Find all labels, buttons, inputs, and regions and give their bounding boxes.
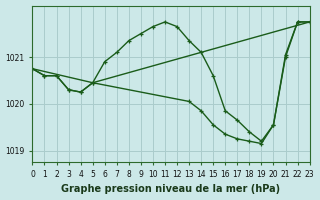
X-axis label: Graphe pression niveau de la mer (hPa): Graphe pression niveau de la mer (hPa)	[61, 184, 281, 194]
